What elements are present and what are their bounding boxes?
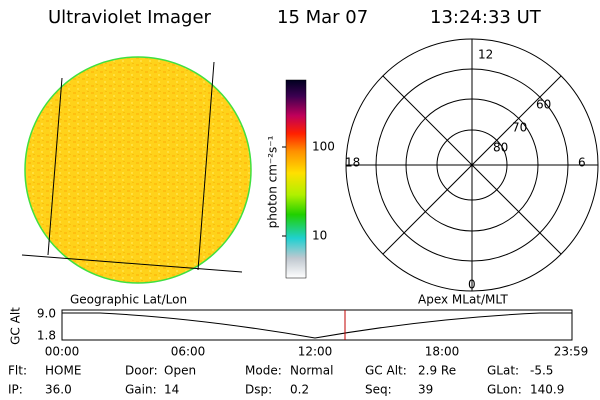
info-label: Dsp:: [245, 383, 272, 397]
colorbar: 100 10 photon cm⁻²s⁻¹: [266, 79, 335, 279]
polar-label: 12: [478, 48, 493, 62]
x-tick-label: 06:00: [171, 345, 206, 359]
info-label: IP:: [8, 383, 23, 397]
colorbar-label: photon cm⁻²s⁻¹: [266, 135, 280, 228]
info-value: -5.5: [530, 364, 553, 378]
info-value: Open: [164, 364, 196, 378]
info-value: 14: [164, 383, 179, 397]
ring-label: 60: [536, 98, 551, 112]
info-label: GC Alt:: [365, 364, 407, 378]
info-value: 0.2: [290, 383, 309, 397]
info-label: Gain:: [125, 383, 157, 397]
axis-label: GC Alt: [9, 307, 23, 345]
polar-plot: 12 18 6 0 60 70 80: [345, 38, 599, 292]
x-tick-label: 23:59: [554, 345, 589, 359]
info-label: Seq:: [365, 383, 392, 397]
colorbar-tick: 100: [312, 140, 335, 154]
plot-title: Apex MLat/MLT: [418, 293, 508, 307]
info-label: GLon:: [487, 383, 522, 397]
time: 13:24:33 UT: [430, 7, 542, 28]
ring-label: 70: [512, 121, 527, 135]
info-value: HOME: [45, 364, 81, 378]
colorbar-tick: 10: [312, 229, 327, 243]
info-label: Door:: [125, 364, 158, 378]
info-value: 39: [418, 383, 433, 397]
polar-label: 18: [345, 156, 360, 170]
info-value: 140.9: [530, 383, 564, 397]
info-label: Mode:: [245, 364, 282, 378]
info-label: Flt:: [8, 364, 27, 378]
info-value: 36.0: [45, 383, 72, 397]
info-value: Normal: [290, 364, 333, 378]
info-value: 2.9 Re: [418, 364, 456, 378]
altitude-plot: Geographic Lat/Lon Apex MLat/MLT GC Alt …: [9, 293, 589, 359]
date: 15 Mar 07: [277, 7, 368, 28]
y-tick-label: 9.0: [37, 307, 56, 321]
info-label: GLat:: [487, 364, 519, 378]
title: Ultraviolet Imager: [48, 7, 212, 28]
y-tick-label: 1.8: [37, 329, 56, 343]
plot-title: Geographic Lat/Lon: [70, 293, 187, 307]
info-panel: Flt: HOME Door: Open Mode: Normal GC Alt: 2.9 R…: [8, 364, 564, 397]
x-tick-label: 18:00: [425, 345, 460, 359]
polar-label: 6: [578, 156, 586, 170]
x-tick-label: 00:00: [45, 345, 80, 359]
uv-image: [21, 56, 252, 284]
x-tick-label: 12:00: [298, 345, 333, 359]
polar-label: 0: [468, 278, 476, 292]
ring-label: 80: [493, 141, 508, 155]
